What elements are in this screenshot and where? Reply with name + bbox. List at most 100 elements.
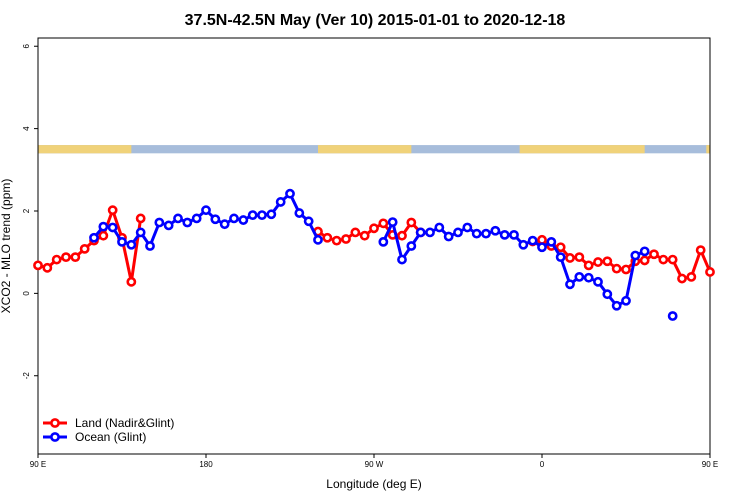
- ocean-glint-data-point: [621, 295, 631, 306]
- land-nadir-glint-series-line: [37, 208, 143, 284]
- x-axis: 90 E 180 90 W 0 90 E: [30, 454, 718, 469]
- ocean-glint-legend-label: Ocean (Glint): [75, 430, 146, 444]
- land-nadir-glint-data-point: [705, 267, 715, 277]
- land-nadir-glint-data-point: [593, 257, 603, 267]
- ocean-glint-data-point: [583, 272, 594, 283]
- y-axis-label: XCO2 - MLO trend (ppm): [0, 179, 13, 314]
- land-nadir-glint-data-point: [107, 205, 118, 216]
- ocean-glint-data-point: [518, 239, 529, 250]
- ocean-glint-data-point: [509, 229, 519, 240]
- ocean-glint-data-point: [565, 279, 575, 290]
- ocean-glint-data-point: [397, 254, 407, 265]
- land-nadir-glint-data-point: [397, 230, 407, 241]
- land-nadir-glint-data-point: [555, 242, 566, 253]
- ocean-glint-data-point: [303, 216, 314, 227]
- ocean-glint-data-point: [415, 227, 426, 238]
- ocean-glint-data-point: [471, 228, 482, 239]
- land-strip-segment: [38, 145, 132, 154]
- ocean-glint-data-point: [266, 209, 277, 220]
- ocean-glint-data-point: [247, 210, 258, 221]
- land-nadir-glint-data-point: [677, 273, 687, 284]
- ocean-glint-data-point: [630, 250, 641, 261]
- ocean-glint-data-point: [182, 217, 193, 228]
- x-axis-label: Longitude (deg E): [326, 477, 421, 491]
- ocean-glint-data-point: [425, 227, 435, 238]
- ocean-glint-data-point: [98, 221, 109, 232]
- ocean-glint-data-point: [453, 227, 463, 238]
- land-nadir-glint-data-point: [350, 227, 361, 238]
- chart-title: 37.5N-42.5N May (Ver 10) 2015-01-01 to 2…: [185, 12, 566, 29]
- ocean-glint-data-point: [313, 234, 323, 245]
- ocean-glint-data-point: [275, 197, 286, 207]
- ocean-glint-data-point: [173, 213, 183, 224]
- ocean-glint-data-point: [537, 242, 547, 253]
- ocean-glint-data-point: [219, 219, 230, 230]
- land-nadir-glint-data-point: [658, 254, 669, 265]
- ocean-glint-data-point: [611, 300, 622, 311]
- ocean-glint-data-point: [294, 208, 305, 218]
- ocean-glint-data-point: [602, 289, 613, 300]
- ocean-glint-data-point: [285, 188, 295, 199]
- ocean-glint-data-point: [154, 217, 165, 228]
- ocean-glint-data-point: [191, 213, 202, 224]
- ocean-glint-data-point: [639, 246, 650, 257]
- land-nadir-glint-data-point: [369, 223, 379, 234]
- land-nadir-glint-data-point: [695, 245, 706, 256]
- land-strip-segment: [519, 145, 645, 154]
- land-nadir-glint-data-point: [98, 230, 109, 241]
- ocean-glint-data-point: [126, 239, 137, 250]
- ocean-glint-data-point: [406, 241, 417, 251]
- ocean-glint-data-point: [593, 276, 603, 287]
- land-nadir-glint-data-point: [70, 252, 81, 263]
- ocean-glint-data-point: [238, 215, 249, 225]
- y-tick-label: -2: [22, 372, 31, 380]
- ocean-glint-data-point: [667, 311, 678, 321]
- ocean-glint-data-point: [481, 228, 491, 239]
- ocean-glint-data-point: [201, 205, 211, 216]
- land-nadir-glint-data-point: [359, 230, 370, 241]
- land-nadir-glint-data-point: [574, 252, 585, 263]
- ocean-glint-data-point: [527, 235, 538, 246]
- land-nadir-glint-data-point: [565, 253, 575, 263]
- ocean-glint-data-point: [145, 241, 155, 251]
- ocean-glint-data-point: [555, 252, 566, 263]
- land-nadir-glint-data-point: [583, 260, 594, 271]
- land-nadir-glint-data-point: [649, 249, 659, 260]
- ocean-glint-data-point: [378, 236, 389, 247]
- land-ocean-strip: [38, 145, 710, 154]
- land-nadir-glint-data-point: [686, 271, 697, 282]
- land-nadir-glint-data-point: [51, 254, 62, 265]
- land-strip-segment: [318, 145, 412, 154]
- land-nadir-glint-data-point: [639, 255, 650, 266]
- land-nadir-glint-data-point: [602, 256, 613, 267]
- land-nadir-glint-data-point: [322, 232, 333, 243]
- x-tick-label: 0: [540, 460, 545, 469]
- land-nadir-glint-data-point: [126, 276, 137, 287]
- y-tick-label: 6: [22, 43, 31, 48]
- ocean-glint-data-point: [229, 213, 239, 224]
- ocean-glint-data-point: [499, 229, 510, 240]
- x-tick-label: 180: [199, 460, 213, 469]
- ocean-glint-data-point: [89, 232, 99, 243]
- x-tick-label: 90 E: [702, 460, 718, 469]
- land-nadir-glint-data-point: [621, 264, 631, 275]
- ocean-glint-data-point: [257, 210, 267, 221]
- ocean-glint-data-point: [546, 236, 557, 247]
- series-layer: [33, 188, 715, 321]
- ocean-glint-data-point: [490, 225, 501, 236]
- plot-frame: [37, 37, 711, 455]
- ocean-glint-data-point: [117, 236, 127, 247]
- land-strip-segment: [706, 145, 710, 154]
- ocean-glint-data-point: [210, 214, 221, 225]
- ocean-glint-data-point: [163, 220, 174, 231]
- ocean-glint-data-point: [107, 222, 118, 233]
- ocean-glint-data-point: [434, 222, 445, 233]
- ocean-glint-data-point: [135, 227, 146, 238]
- ocean-glint-data-point: [387, 217, 398, 228]
- land-nadir-glint-data-point: [667, 254, 678, 265]
- ocean-glint-data-point: [443, 231, 454, 242]
- y-axis: -2 0 2 4 6: [22, 43, 38, 379]
- ocean-glint-data-point: [462, 222, 473, 233]
